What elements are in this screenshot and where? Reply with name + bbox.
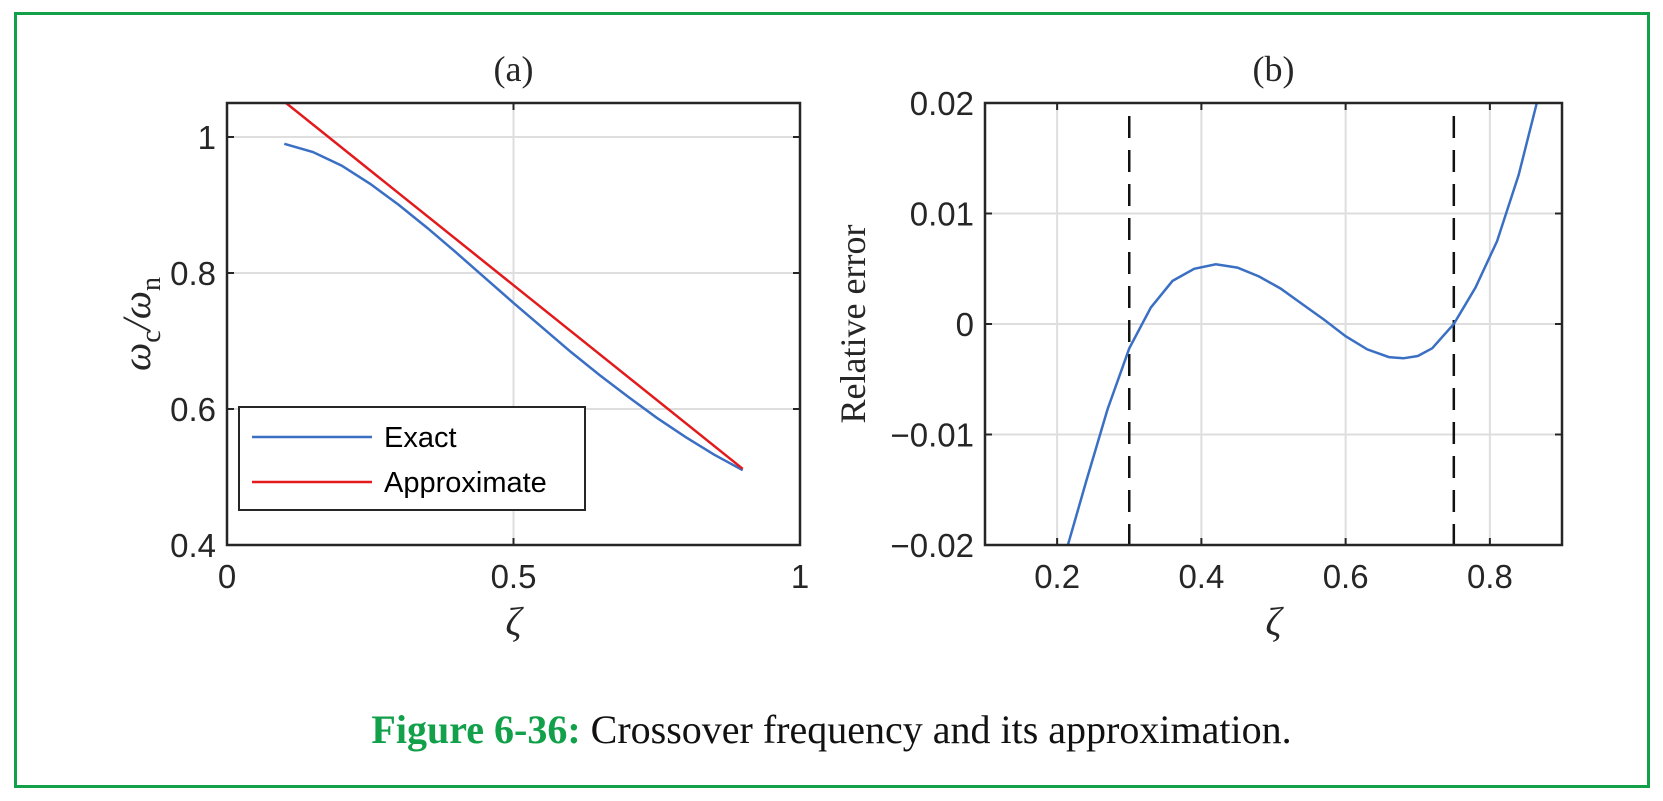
legend-label-approximate: Approximate (384, 467, 547, 499)
panel-a-xlabel: ζ (505, 599, 524, 644)
panel-a-axes-box (225, 101, 802, 547)
panel-a-xtick-label: 1 (791, 558, 809, 595)
panel-b-ytick-label: 0.02 (910, 85, 974, 122)
figure-caption: Figure 6-36: Crossover frequency and its… (0, 706, 1663, 753)
panel-a-ylabel: ωc/ωn (114, 277, 167, 371)
legend-box (238, 406, 586, 511)
panel-a-xtick-label: 0 (218, 558, 236, 595)
panel-b-xtick-label: 0.8 (1467, 558, 1513, 595)
panel-a-ytick-label: 0.6 (170, 391, 216, 428)
panel-b-xtick-label: 0.4 (1178, 558, 1224, 595)
caption-text: Crossover frequency and its approximatio… (580, 707, 1292, 752)
panel-b-ytick-label: −0.01 (891, 417, 975, 454)
legend-label-exact: Exact (384, 422, 457, 454)
panel-b-xtick-label: 0.6 (1323, 558, 1369, 595)
panel-a-xtick-label: 0.5 (491, 558, 537, 595)
panel-b-ylabel-text: Relative error (833, 225, 873, 424)
panel-a-ytick-label: 1 (198, 119, 216, 156)
panel-a-ylabel-part: c (136, 330, 167, 342)
panel-a-ylabel-part: ω (114, 343, 159, 371)
panel-a-ytick-label: 0.4 (170, 527, 216, 564)
panel-a-ytick-label: 0.8 (170, 255, 216, 292)
panel-a-exact-line (283, 142, 744, 472)
panel-b-xlabel: ζ (1265, 599, 1284, 644)
panel-a-ylabel-part: n (136, 277, 167, 291)
panel-b-title: (b) (1253, 49, 1295, 89)
figure-frame (14, 12, 1650, 788)
panel-a-ylabel-part: /ω (114, 291, 159, 332)
panel-b-ylabel: Relative error (833, 225, 873, 424)
panel-b-axes-box (983, 101, 1564, 547)
panel-b-relative-error-line (1066, 103, 1539, 545)
panel-b-ytick-label: −0.02 (891, 527, 975, 564)
panel-a-title: (a) (494, 49, 534, 89)
panel-a-approximate-line (284, 103, 744, 470)
panel-a-ylabel-text: ωc/ωn (114, 277, 167, 371)
figure-label: Figure 6-36: (371, 707, 581, 752)
panel-b-ytick-label: 0.01 (910, 196, 974, 233)
panel-b-xtick-label: 0.2 (1034, 558, 1080, 595)
panel-b-ytick-label: 0 (956, 306, 974, 343)
